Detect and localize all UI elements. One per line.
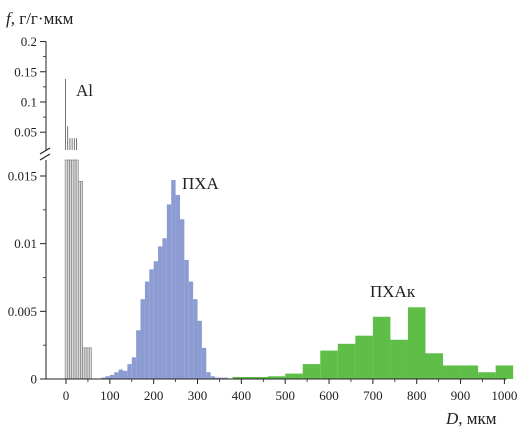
x-axis-unit: , мкм xyxy=(458,409,497,428)
bar-phak-10 xyxy=(407,307,426,379)
bar-phak-1 xyxy=(250,376,268,379)
y-tick-label-lower: 0.005 xyxy=(8,304,37,319)
bar-pha-28 xyxy=(223,377,229,379)
y-axis-title: f, г/г·мкм xyxy=(6,9,74,28)
bar-al-3 xyxy=(71,159,75,380)
series-label-al: Al xyxy=(76,81,93,100)
bar-al-4-upper xyxy=(73,138,75,150)
bar-pha-17 xyxy=(175,194,180,379)
bar-pha-2 xyxy=(109,374,115,379)
bar-pha-10 xyxy=(144,281,150,379)
bar-phak-6 xyxy=(337,343,356,379)
bar-phak-15 xyxy=(495,365,514,379)
bar-phak-2 xyxy=(267,376,286,379)
bar-al-8 xyxy=(82,347,86,380)
bar-pha-5 xyxy=(122,370,128,379)
bar-pha-21 xyxy=(193,299,198,379)
axes xyxy=(39,41,507,384)
x-tick-label: 700 xyxy=(363,388,383,403)
bar-al-1 xyxy=(67,159,70,380)
tick-labels: 0 100 200 300 400 500 600 700 800 900 1000 0 0.005 0.… xyxy=(8,34,518,403)
bar-pha-14 xyxy=(162,238,167,379)
bar-pha-27 xyxy=(219,377,224,379)
bar-pha-13 xyxy=(158,246,163,379)
y-axis-unit: , г/г·мкм xyxy=(11,9,74,28)
x-tick-label: 500 xyxy=(275,388,295,403)
bar-al-0-upper xyxy=(65,79,66,150)
bar-phak-3 xyxy=(285,373,303,379)
bar-pha-16 xyxy=(171,180,176,379)
series-label-phak: ПХАк xyxy=(370,282,416,301)
y-tick-label-upper: 0.15 xyxy=(14,64,37,79)
histogram-bars xyxy=(64,79,514,380)
x-axis-title: D, мкм xyxy=(445,409,497,428)
bar-pha-6 xyxy=(127,364,132,379)
bar-al-2-upper xyxy=(69,138,71,150)
bar-pha-7 xyxy=(131,357,137,379)
bar-phak-13 xyxy=(460,365,479,379)
bar-pha-11 xyxy=(149,269,154,379)
bar-phak-8 xyxy=(372,316,391,379)
bar-pha-25 xyxy=(210,376,216,379)
x-tick-label: 0 xyxy=(63,388,70,403)
y-tick-label-lower: 0.01 xyxy=(14,236,37,251)
y-axis-variable: f xyxy=(6,9,13,28)
bar-pha-15 xyxy=(166,204,172,379)
bar-al-6 xyxy=(77,181,81,380)
bar-phak-12 xyxy=(443,365,461,379)
bar-phak-14 xyxy=(478,372,496,379)
bar-al-0 xyxy=(64,159,68,380)
bar-al-3-upper xyxy=(71,138,73,150)
x-tick-label: 300 xyxy=(188,388,208,403)
bar-al-4 xyxy=(73,159,77,380)
bar-pha-24 xyxy=(206,372,211,379)
bar-phak-9 xyxy=(390,339,408,379)
bar-al-9 xyxy=(84,347,88,380)
bar-pha-3 xyxy=(114,372,119,379)
bar-pha-1 xyxy=(105,376,110,379)
bar-al-5-upper xyxy=(76,138,77,150)
bar-pha-19 xyxy=(184,259,189,379)
bar-al-2 xyxy=(69,159,73,380)
bar-phak-11 xyxy=(425,353,444,379)
bar-pha-8 xyxy=(136,330,141,379)
bar-phak-5 xyxy=(320,350,338,379)
bar-pha-23 xyxy=(201,347,207,379)
x-tick-label: 100 xyxy=(100,388,120,403)
bar-phak-7 xyxy=(355,335,373,379)
bar-pha-22 xyxy=(197,320,202,379)
x-tick-label: 600 xyxy=(319,388,339,403)
bar-al-7 xyxy=(80,181,83,380)
y-tick-label-lower: 0 xyxy=(31,372,38,387)
bar-al-5 xyxy=(75,159,79,380)
bar-pha-26 xyxy=(215,377,220,379)
x-tick-label: 400 xyxy=(232,388,252,403)
bar-pha-20 xyxy=(188,281,194,379)
y-tick-label-upper: 0.2 xyxy=(21,34,37,49)
bar-pha-12 xyxy=(153,261,159,379)
y-tick-label-upper: 0.1 xyxy=(21,94,37,109)
axis-break-mark xyxy=(39,147,51,161)
x-tick-label: 800 xyxy=(407,388,427,403)
bar-al-1-upper xyxy=(67,126,69,150)
bar-phak-4 xyxy=(302,364,321,379)
bar-al-10 xyxy=(86,347,90,380)
bar-phak-0 xyxy=(232,376,251,379)
x-axis-variable: D xyxy=(445,409,459,428)
bar-pha-9 xyxy=(140,299,145,379)
y-tick-label-lower: 0.015 xyxy=(8,169,37,184)
x-tick-label: 1000 xyxy=(491,388,517,403)
bar-pha-18 xyxy=(179,219,185,379)
bar-pha-4 xyxy=(118,369,123,379)
bar-pha-0 xyxy=(101,377,106,379)
bar-al-11 xyxy=(88,347,92,380)
x-tick-label: 200 xyxy=(144,388,164,403)
series-label-pha: ПХА xyxy=(182,174,220,193)
x-tick-label: 900 xyxy=(451,388,471,403)
y-tick-label-upper: 0.05 xyxy=(14,125,37,140)
